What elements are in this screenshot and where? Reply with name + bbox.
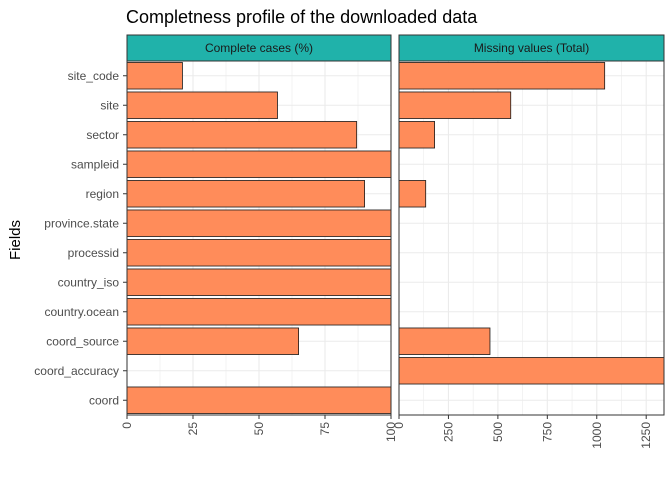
bar (126, 62, 183, 90)
x-tick-label: 75 (318, 422, 332, 436)
bar (126, 180, 366, 208)
x-tick-label: 1250 (639, 422, 653, 449)
category-label: sector (86, 128, 119, 142)
category-label: processid (68, 246, 119, 260)
category-label: site_code (68, 69, 120, 83)
x-tick-label: 100 (384, 422, 398, 442)
bar (126, 239, 392, 267)
category-label: sampleid (71, 157, 119, 171)
category-label: province.state (44, 216, 119, 230)
panel-1: Complete cases (%) 0 25 50 75 100 (120, 34, 398, 442)
panel-strip-label: Complete cases (%) (205, 41, 313, 55)
bar (126, 298, 392, 326)
bar (398, 327, 491, 355)
bar (126, 327, 300, 355)
category-label: coord (89, 393, 119, 407)
bar (126, 268, 392, 296)
bar (398, 180, 427, 208)
x-tick-label: 1000 (590, 422, 604, 449)
panel-strip (126, 34, 392, 62)
x-tick-label: 250 (441, 422, 455, 442)
category-label: coord_accuracy (34, 364, 119, 378)
x-tick-label: 750 (540, 422, 554, 442)
bar (126, 121, 358, 149)
panel-border (398, 60, 665, 416)
bar (398, 357, 665, 385)
bar (398, 91, 512, 119)
x-tick-label: 500 (491, 422, 505, 442)
x-tick-label: 0 (392, 422, 406, 429)
panel-background (399, 61, 664, 415)
panel-2: Missing values (Total) 0 250 500 750 1000 1250 (392, 34, 665, 449)
y-axis-title: Fields (7, 220, 24, 260)
bar (126, 209, 392, 237)
x-tick-label: 0 (120, 422, 134, 429)
panel-strip (398, 34, 665, 62)
bar (398, 62, 606, 90)
category-label: country.ocean (45, 305, 120, 319)
bar (126, 386, 392, 414)
bar (398, 121, 435, 149)
panel-strip-label: Missing values (Total) (474, 41, 589, 55)
category-label: site (100, 98, 119, 112)
bar (126, 150, 392, 178)
category-label: coord_source (46, 334, 119, 348)
category-label: region (86, 187, 119, 201)
bar (126, 91, 278, 119)
chart-title: Completness profile of the downloaded da… (126, 7, 478, 27)
category-label: country_iso (58, 275, 120, 289)
x-tick-label: 25 (186, 422, 200, 436)
x-tick-label: 50 (252, 422, 266, 436)
